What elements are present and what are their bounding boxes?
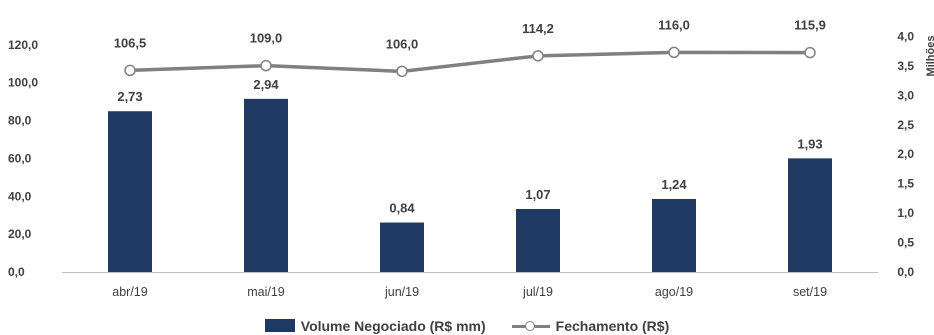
category-label: abr/19: [112, 285, 147, 299]
line-path: [129, 50, 811, 74]
left-tick-label: 0,0: [8, 265, 25, 279]
bar-data-label: 1,24: [661, 177, 687, 192]
right-axis-ticks: 0,0 0,5 1,0 1,5 2,0 2,5 3,0 3,5 4,0: [897, 29, 914, 279]
bar: [244, 98, 288, 272]
bar-data-label: 1,07: [525, 187, 550, 202]
left-axis-ticks: 0,0 20,0 40,0 60,0 80,0 100,0 120,0: [8, 38, 38, 279]
left-tick-label: 20,0: [8, 227, 32, 241]
right-tick-label: 2,5: [897, 118, 914, 132]
bar: [788, 158, 832, 272]
left-tick-label: 100,0: [8, 76, 38, 90]
legend-item-fechamento: Fechamento (R$): [511, 317, 670, 334]
left-tick-label: 40,0: [8, 189, 32, 203]
right-axis-title: Milhões: [925, 36, 934, 77]
left-tick-label: 60,0: [8, 151, 32, 165]
left-tick-label: 80,0: [8, 114, 32, 128]
right-tick-label: 3,0: [897, 88, 914, 102]
bar-data-labels: 2,73 2,94 0,84 1,07 1,24 1,93: [117, 77, 822, 216]
legend-swatch-bar: [264, 319, 295, 332]
line-point: [668, 46, 680, 59]
right-tick-label: 0,5: [897, 236, 914, 250]
bar: [652, 198, 696, 272]
line-data-label: 106,0: [386, 36, 419, 51]
line-point: [396, 65, 408, 78]
right-tick-label: 3,5: [897, 59, 914, 73]
category-label: ago/19: [655, 285, 693, 299]
legend-swatch-line: [511, 319, 550, 333]
line-point: [124, 64, 136, 77]
line-data-label: 106,5: [114, 35, 147, 50]
left-tick-label: 120,0: [8, 38, 38, 52]
line-point: [260, 59, 272, 72]
category-labels: abr/19 mai/19 jun/19 jul/19 ago/19 set/19: [112, 285, 827, 299]
right-tick-label: 1,0: [897, 206, 914, 220]
category-label: mai/19: [247, 285, 285, 299]
line-data-label: 115,9: [794, 18, 826, 33]
right-tick-label: 1,5: [897, 177, 914, 191]
bar-data-label: 2,94: [253, 77, 279, 92]
legend: Volume Negociado (R$ mm) Fechamento (R$): [0, 316, 934, 335]
line-data-label: 109,0: [250, 31, 283, 46]
legend-label-fechamento: Fechamento (R$): [555, 317, 670, 334]
legend-label-volume: Volume Negociado (R$ mm): [300, 317, 486, 334]
bar-data-label: 2,73: [117, 89, 142, 104]
category-label: set/19: [793, 285, 827, 299]
category-label: jun/19: [384, 285, 419, 299]
line-point: [804, 46, 816, 59]
bar: [108, 111, 152, 272]
bar-data-label: 0,84: [389, 201, 415, 216]
right-tick-label: 4,0: [897, 29, 914, 43]
line-series: [124, 46, 816, 78]
right-tick-label: 2,0: [897, 147, 914, 161]
bar: [516, 208, 560, 272]
right-tick-label: 0,0: [897, 265, 914, 279]
line-data-label: 114,2: [522, 21, 554, 36]
bar: [380, 222, 424, 272]
line-data-label: 116,0: [658, 17, 690, 32]
bar-data-label: 1,93: [797, 136, 822, 151]
line-point: [532, 50, 544, 62]
line-data-labels: 106,5 109,0 106,0 114,2 116,0 115,9: [114, 17, 826, 51]
bar-series: [108, 98, 832, 272]
category-label: jul/19: [522, 285, 553, 299]
legend-item-volume: Volume Negociado (R$ mm): [264, 317, 486, 334]
